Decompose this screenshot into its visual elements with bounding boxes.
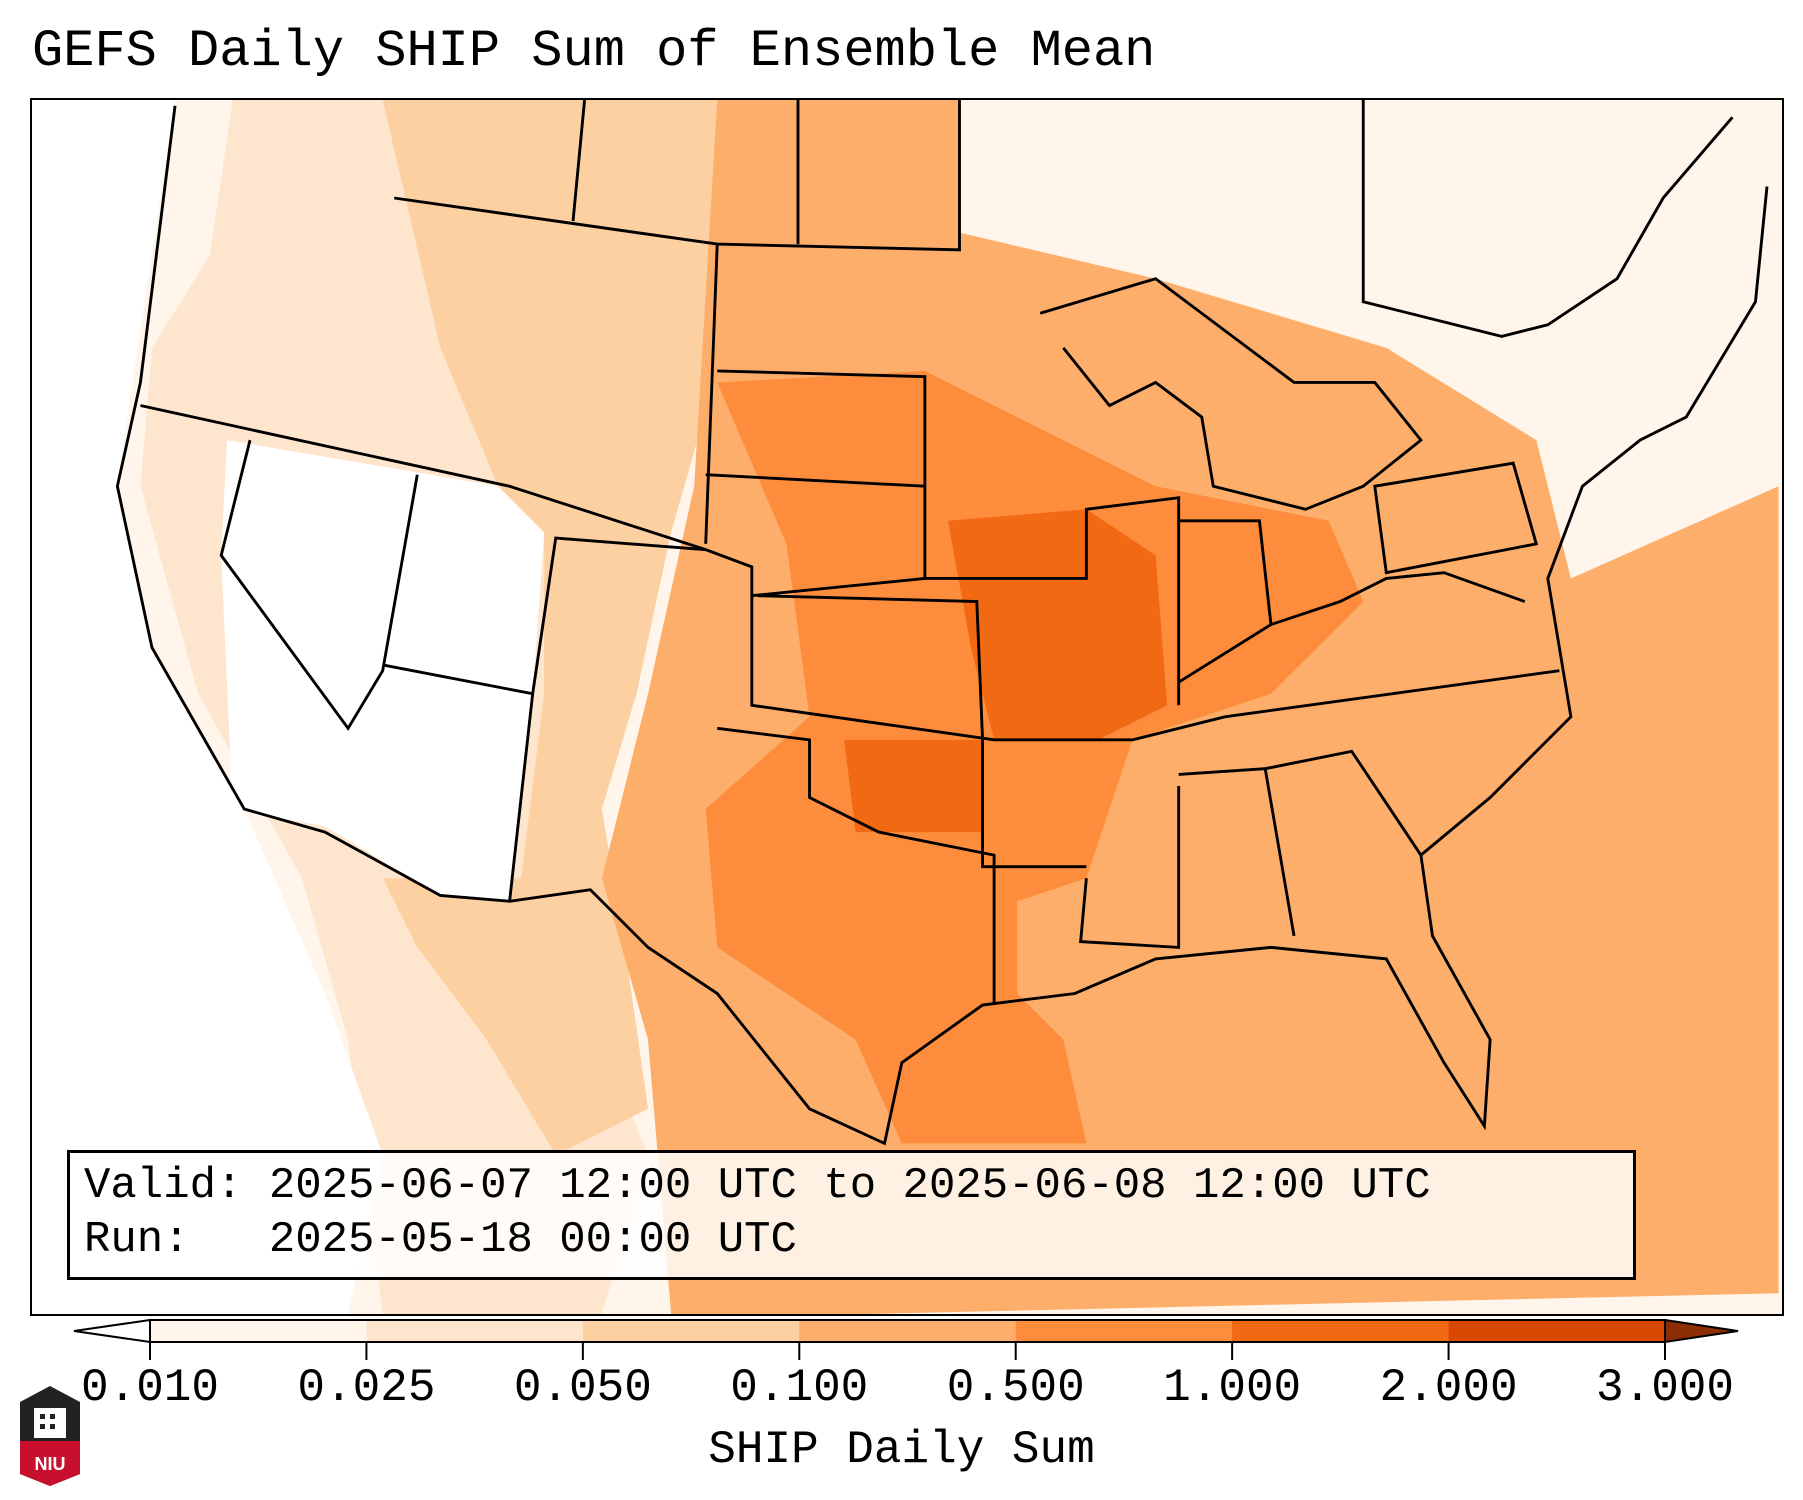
- field-white-pacific: [32, 100, 383, 1314]
- run-time-text: Run: 2025-05-18 00:00 UTC: [84, 1215, 797, 1265]
- colorbar-bin: [1015, 1320, 1233, 1342]
- colorbar-tick-label: 3.000: [1595, 1362, 1735, 1414]
- field-1.0-midwest: [947, 509, 1168, 740]
- colorbar-under-extension: [73, 1318, 151, 1344]
- colorbar-tick-label: 0.100: [730, 1362, 869, 1414]
- svg-text:NIU: NIU: [35, 1454, 66, 1474]
- colorbar-bin: [1232, 1320, 1450, 1342]
- map-panel: [30, 98, 1784, 1316]
- colorbar-tick-label: 0.025: [297, 1362, 436, 1414]
- colorbar-label: SHIP Daily Sum: [708, 1424, 1095, 1476]
- colorbar-tick-label: 2.000: [1379, 1362, 1518, 1414]
- state-borders: [115, 100, 1769, 1146]
- colorbar-bin: [366, 1320, 584, 1342]
- chart-title: GEFS Daily SHIP Sum of Ensemble Mean: [32, 22, 1156, 81]
- ship-heatmap: [32, 100, 1782, 1314]
- colorbar-tick-label: 0.010: [80, 1362, 220, 1414]
- niu-logo: NIU: [20, 1386, 80, 1486]
- colorbar-outline: [149, 1319, 1666, 1343]
- colorbar-tick-label: 0.050: [513, 1362, 652, 1414]
- colorbar-bin: [150, 1320, 367, 1342]
- colorbar: [73, 1318, 1739, 1360]
- field-1.0-oklahoma: [844, 739, 983, 833]
- colorbar-tick-label: 0.500: [946, 1362, 1085, 1414]
- valid-time-text: Valid: 2025-06-07 12:00 UTC to 2025-06-0…: [84, 1161, 1431, 1211]
- colorbar-bin: [799, 1320, 1017, 1342]
- colorbar-bin: [582, 1320, 800, 1342]
- valid-time-box: Valid: 2025-06-07 12:00 UTC to 2025-06-0…: [67, 1150, 1636, 1280]
- colorbar-over-extension: [1664, 1318, 1739, 1344]
- colorbar-bin: [1448, 1320, 1666, 1342]
- field-0.5: [705, 370, 1364, 1144]
- colorbar-tick-label: 1.000: [1163, 1362, 1302, 1414]
